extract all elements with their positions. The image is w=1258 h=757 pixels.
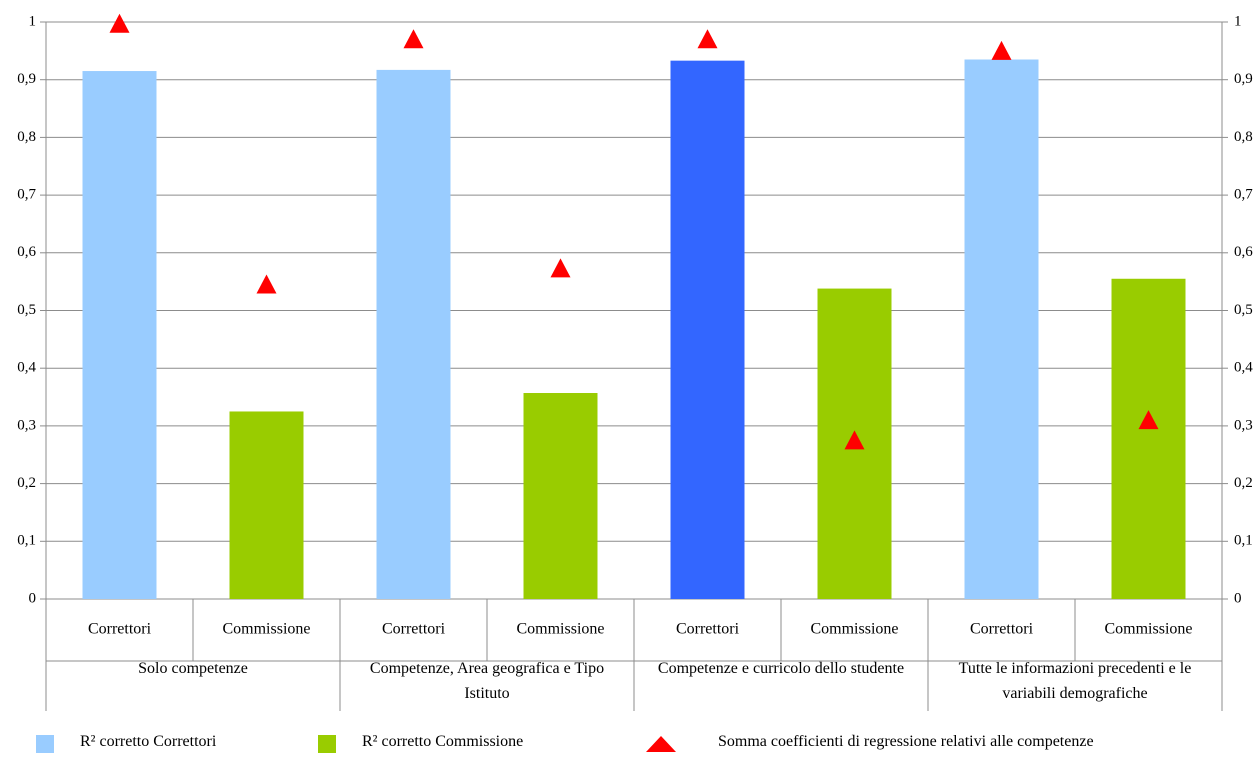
x-tick-label: Correttori <box>88 621 152 638</box>
group-label: Solo competenze <box>138 660 248 677</box>
bar <box>670 60 745 600</box>
y-tick-label: 0,6 <box>17 244 36 260</box>
y2-tick-label: 0 <box>1234 590 1242 606</box>
x-tick-label: Commissione <box>1104 621 1192 638</box>
legend-label: Somma coefficienti di regressione relati… <box>718 733 1094 750</box>
y-tick-label: 0,5 <box>17 302 36 318</box>
bar <box>523 393 598 599</box>
triangle-marker <box>109 13 130 33</box>
x-tick-label: Commissione <box>516 621 604 638</box>
legend-swatch <box>36 735 54 753</box>
triangle-marker <box>550 258 571 278</box>
y2-tick-label: 0,5 <box>1234 302 1253 318</box>
legend-swatch <box>318 735 336 753</box>
y2-tick-label: 0,6 <box>1234 244 1253 260</box>
x-tick-label: Commissione <box>810 621 898 638</box>
y-tick-label: 0,4 <box>17 360 36 376</box>
x-tick-label: Correttori <box>382 621 446 638</box>
y-tick-label: 0,9 <box>17 71 36 87</box>
group-label: Competenze, Area geografica e Tipo Istit… <box>369 660 605 702</box>
triangle-marker <box>1138 410 1159 430</box>
bar <box>964 59 1039 599</box>
triangle-marker <box>844 430 865 450</box>
x-tick-label: Commissione <box>222 621 310 638</box>
bar <box>229 411 304 599</box>
legend-swatch <box>646 736 676 752</box>
x-tick-label: Correttori <box>970 621 1034 638</box>
y2-tick-label: 0,2 <box>1234 475 1253 491</box>
triangle-marker <box>991 40 1012 60</box>
group-label: Tutte le informazioni precedenti e le va… <box>958 660 1192 702</box>
y-tick-label: 0,7 <box>17 187 36 203</box>
y2-tick-label: 0,4 <box>1234 360 1253 376</box>
legend-label: R² corretto Commissione <box>362 733 524 750</box>
y-tick-label: 0,8 <box>17 129 36 145</box>
y-tick-label: 0 <box>29 590 37 606</box>
bar <box>82 71 157 600</box>
y2-tick-label: 0,9 <box>1234 71 1253 87</box>
y2-tick-label: 1 <box>1234 13 1242 29</box>
y2-tick-label: 0,1 <box>1234 533 1253 549</box>
triangle-marker <box>697 29 718 49</box>
triangle-marker <box>256 274 277 294</box>
y2-tick-label: 0,8 <box>1234 129 1253 145</box>
x-tick-label: Correttori <box>676 621 740 638</box>
group-label: Competenze e curricolo dello studente <box>657 660 905 677</box>
triangle-marker <box>403 29 424 49</box>
y-tick-label: 0,2 <box>17 475 36 491</box>
y2-tick-label: 0,3 <box>1234 417 1253 433</box>
y2-tick-label: 0,7 <box>1234 187 1253 203</box>
y-tick-label: 0,3 <box>17 417 36 433</box>
legend-label: R² corretto Correttori <box>80 733 217 750</box>
y-tick-label: 0,1 <box>17 533 36 549</box>
bar <box>1111 278 1186 599</box>
y-tick-label: 1 <box>29 13 37 29</box>
bar <box>376 69 451 600</box>
